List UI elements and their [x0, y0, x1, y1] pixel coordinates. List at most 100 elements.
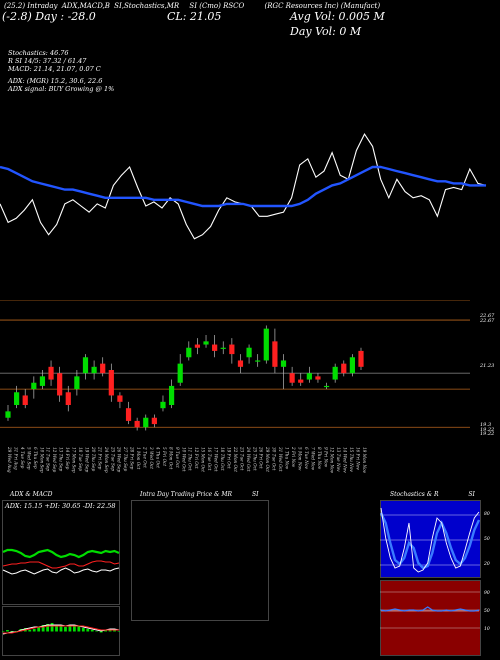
- header-item: SI,Stochastics,MR: [114, 2, 180, 10]
- candle-body: [74, 376, 80, 390]
- x-tick-label: 9 Tue Oct: [175, 447, 180, 468]
- candle-body: [31, 382, 37, 390]
- candle-body: [82, 357, 89, 374]
- candle-body: [48, 366, 54, 380]
- price-ma-line-chart: [0, 132, 487, 240]
- candle-body: [341, 363, 347, 374]
- adx-annotation: ADX: 15.15 +DI: 30.65 -DI: 22.58: [4, 502, 115, 510]
- x-tick-label: 1 Thu Nov: [285, 447, 290, 470]
- macd-panel: [2, 606, 120, 656]
- x-tick-label: 19 Fri Oct: [227, 447, 232, 469]
- candle-body: [143, 417, 149, 428]
- y-tick-label: 19.22: [480, 427, 494, 433]
- x-tick-label: 29 Wed Aug: [7, 446, 12, 473]
- x-tick-label: 6 Thu Sep: [33, 447, 38, 469]
- intraday-title: Intra Day Trading Price & MR SI: [140, 491, 258, 498]
- x-tick-label: 12 Mon Nov: [330, 447, 335, 474]
- price-line: [0, 132, 487, 240]
- macd-histogram-bar: [90, 630, 94, 632]
- macd-histogram-bar: [28, 630, 32, 632]
- x-tick-label: 16 Fri Nov: [356, 447, 361, 470]
- candle-body: [237, 360, 244, 367]
- candle-body: [100, 363, 106, 374]
- x-tick-label: 22 Mon Oct: [233, 446, 238, 472]
- candle-body: [272, 341, 278, 367]
- macd-histogram-bar: [50, 623, 54, 632]
- candle-body: [160, 401, 166, 409]
- x-tick-label: 12 Fri Oct: [194, 447, 199, 469]
- x-tick-label: 27 Thu Sep: [123, 446, 128, 472]
- day-volume: Day Vol: 0 M: [290, 25, 362, 38]
- candle-body: [5, 411, 11, 418]
- x-tick-label: 17 Wed Oct: [214, 447, 219, 472]
- macd-histogram-bar: [32, 629, 36, 632]
- macd-histogram-bar: [59, 626, 63, 632]
- candle-body: [177, 363, 183, 383]
- x-tick-label: 5 Wed Sep: [26, 447, 31, 470]
- plus-di-line: [2, 548, 120, 559]
- macd-histogram-bar: [104, 630, 108, 632]
- macd-histogram-bar: [2, 631, 5, 632]
- candle-body: [186, 347, 192, 358]
- header-item: (RGC Resources Inc) (Manufact): [264, 2, 381, 10]
- candle-body: [332, 366, 338, 380]
- candle-body: [349, 357, 355, 374]
- macd-histogram-bar: [46, 624, 50, 632]
- x-tick-label: 16 Tue Oct: [207, 447, 212, 471]
- stoch-k-line: [380, 507, 480, 573]
- x-tick-label: 15 Mon Oct: [201, 447, 206, 472]
- x-tick-label: 24 Wed Oct: [246, 446, 251, 472]
- x-tick-label: 31 Wed Oct: [278, 447, 283, 472]
- stochastics-panel: 80 50 20: [380, 500, 490, 578]
- candle-body: [220, 347, 226, 349]
- x-tick-label: 13 Thu Sep: [59, 447, 64, 472]
- candle-body: [14, 392, 20, 405]
- candle-body: [108, 370, 114, 396]
- x-tick-label: 4 Thu Oct: [156, 446, 161, 468]
- header-item: (25.2) Intraday: [4, 2, 58, 10]
- macd-histogram-bar: [99, 631, 103, 633]
- x-tick-label: 10 Wed Oct: [181, 447, 186, 472]
- candle-body: [203, 341, 209, 345]
- y-tick-label: 22.67: [479, 313, 495, 319]
- x-tick-label: 2 Fri Nov: [291, 446, 296, 468]
- rsi-panel: 90 50 10: [380, 580, 490, 656]
- x-tick-label: 19 Wed Sep: [85, 447, 90, 472]
- candle-body: [289, 373, 295, 383]
- stoch-tick-label: 50: [484, 536, 490, 542]
- minus-di-line: [2, 560, 120, 569]
- candle-body: [229, 344, 235, 355]
- macd-histogram-bar: [117, 631, 120, 632]
- x-tick-label: 9 Fri Nov: [323, 447, 328, 468]
- adx-signal-readout: ADX signal: BUY Growing @ 1%: [8, 85, 115, 93]
- macd-histogram-bar: [14, 631, 18, 632]
- stoch-tick-label: 20: [483, 561, 490, 567]
- macd-histogram-bar: [6, 630, 9, 632]
- candle-body: [39, 376, 46, 386]
- x-tick-label: 6 Tue Nov: [304, 447, 309, 469]
- x-tick-label: 3 Wed Oct: [149, 447, 154, 469]
- macd-histogram-bar: [64, 627, 67, 632]
- day-change: (-2.8) Day : -28.0: [2, 10, 96, 23]
- candle-body: [280, 360, 287, 367]
- x-tick-label: 21 Fri Sep: [97, 446, 102, 470]
- adx-panel: ADX: 15.15 +DI: 30.65 -DI: 22.58: [2, 500, 120, 605]
- candle-body: [134, 420, 140, 428]
- header-line1: (25.2) Intraday ADX,MACD,B SI,Stochastic…: [4, 2, 380, 10]
- close-price: CL: 21.05: [167, 10, 222, 23]
- x-tick-label: 30 Tue Oct: [272, 447, 277, 471]
- stoch-tick-label: 80: [484, 511, 490, 517]
- rsi-line: [380, 606, 480, 612]
- rsi-tick-label: 50: [484, 608, 490, 614]
- x-tick-label: 1 Mon Oct: [136, 447, 141, 470]
- x-tick-label: 12 Wed Sep: [52, 447, 57, 472]
- macd-histogram-bar: [113, 630, 116, 632]
- candle-body: [246, 347, 252, 358]
- macd-histogram-bar: [55, 625, 58, 632]
- candle-body: [323, 385, 330, 388]
- rsi-readout: R SI 14/5: 37.32 / 61.47: [8, 57, 87, 65]
- x-tick-label: 25 Tue Sep: [110, 446, 115, 471]
- adx-macd-title: ADX & MACD: [10, 491, 53, 498]
- x-tick-label: 31 Fri Aug: [14, 447, 19, 470]
- candle-body: [194, 344, 201, 348]
